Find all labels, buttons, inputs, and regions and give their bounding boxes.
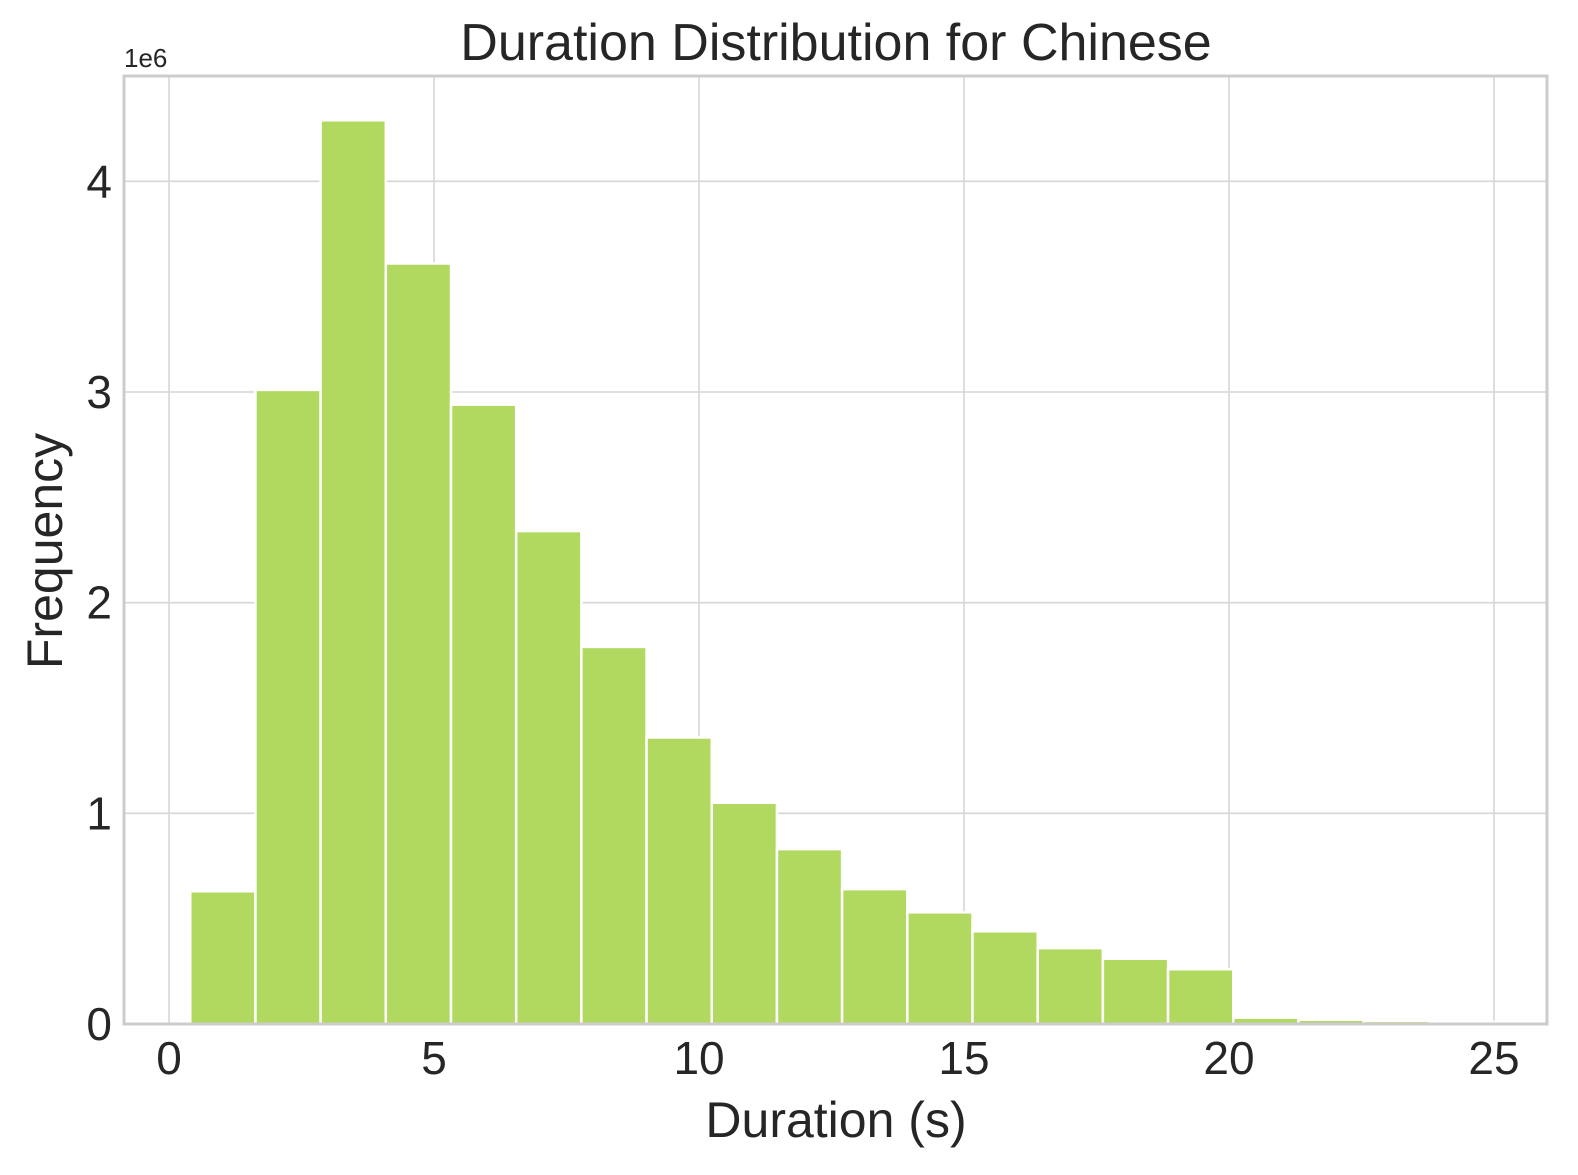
x-axis-label: Duration (s) [705,1092,966,1148]
bars [188,118,1496,1026]
x-tick-labels: 0 5 10 15 20 25 [156,1032,1519,1084]
x-tick-label: 15 [938,1032,989,1084]
histogram-bar [1101,957,1170,1026]
histogram-bar [254,388,322,1026]
histogram-bar [319,118,388,1026]
histogram-bar [775,847,844,1026]
histogram-bar [384,262,453,1026]
y-tick-label: 0 [86,998,112,1050]
y-tick-label: 1 [86,787,112,839]
y-tick-label: 2 [86,577,112,629]
x-tick-label: 10 [673,1032,724,1084]
y-tick-labels: 0 1 2 3 4 [86,155,112,1050]
x-tick-label: 0 [156,1032,182,1084]
histogram-bar [514,529,583,1026]
histogram-bar [1166,967,1235,1026]
y-tick-label: 3 [86,366,112,418]
y-tick-label: 4 [86,155,112,207]
y-axis-label: Frequency [17,433,73,669]
histogram-bar [971,930,1039,1026]
histogram-bar [710,801,779,1026]
chart-title: Duration Distribution for Chinese [460,14,1211,72]
x-tick-label: 5 [421,1032,447,1084]
histogram-bar [449,403,518,1026]
histogram-bar [1036,946,1105,1026]
histogram-bar [840,887,909,1026]
histogram-bar [906,911,974,1026]
histogram-bar [645,736,713,1026]
plot-frame [122,74,1549,1026]
histogram-bar [188,890,257,1026]
histogram-bar [580,645,648,1026]
x-tick-label: 25 [1468,1032,1519,1084]
x-tick-label: 20 [1203,1032,1254,1084]
y-offset-label: 1e6 [124,43,167,73]
